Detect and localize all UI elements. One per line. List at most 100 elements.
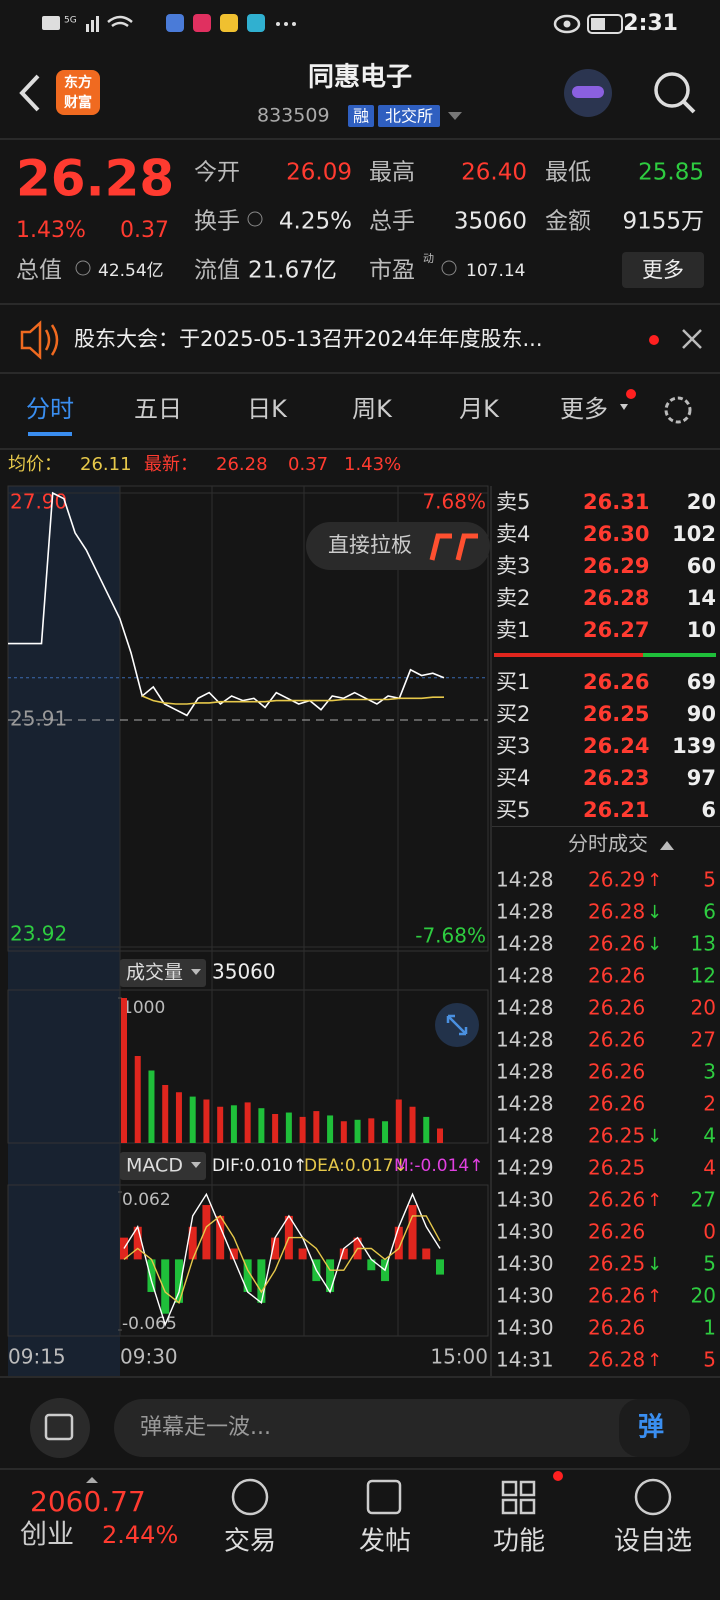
trade-volume: 12 [691, 964, 716, 988]
nav-item[interactable]: 功能 [493, 1527, 545, 1557]
avg-line [141, 695, 444, 705]
app-logo [56, 70, 100, 115]
book-label: 卖2 [496, 586, 530, 610]
trade-time: 14:28 [496, 1124, 554, 1148]
comment-placeholder: 弹幕走一波... [140, 1415, 271, 1440]
trade-price: 26.29 [588, 868, 645, 892]
macd-bar [188, 1226, 197, 1260]
book-label: 卖4 [496, 522, 530, 546]
chart-frame [7, 485, 489, 952]
tab[interactable]: 更多 [560, 395, 608, 423]
logo-text: 东方 [64, 74, 92, 91]
market-tag [378, 105, 440, 127]
volume-bar [423, 1116, 430, 1143]
trade-direction: ↑ [647, 1350, 662, 1371]
volume-bar [368, 1118, 375, 1143]
stat-label: 今开 [194, 160, 240, 186]
trade-volume: 2 [703, 1092, 716, 1116]
macd-bar [298, 1248, 307, 1260]
last-pct: 1.43% [344, 454, 401, 475]
volume-total: 35060 [212, 960, 276, 984]
book-volume: 102 [672, 522, 716, 546]
book-price: 26.29 [583, 554, 649, 578]
trade-volume: 5 [703, 868, 716, 892]
trade-price: 26.26 [588, 1220, 645, 1244]
macd-bar [436, 1259, 444, 1275]
dif-line [123, 1192, 441, 1327]
volume-bar [203, 1099, 210, 1143]
index-change: 2.44% [102, 1521, 178, 1549]
market-tag [348, 105, 374, 127]
volume-bar [189, 1096, 196, 1143]
volume-bar [121, 998, 127, 1143]
macd-bar [422, 1248, 431, 1260]
stat-label: 总值 [16, 258, 62, 284]
trade-volume: 5 [703, 1252, 716, 1276]
trade-volume: 4 [703, 1156, 716, 1180]
tab[interactable]: 月K [459, 395, 500, 423]
chart-frame [7, 1184, 489, 1337]
macd-label: MACD [126, 1155, 183, 1177]
nav-item[interactable]: 发帖 [359, 1527, 411, 1557]
book-price: 26.31 [583, 490, 649, 514]
function-icon [501, 1480, 536, 1515]
search-button[interactable] [654, 72, 690, 108]
stat-value: 42.54亿 [98, 261, 164, 281]
speaker-icon [20, 320, 59, 360]
divider [0, 372, 720, 374]
trade-time: 14:30 [496, 1284, 554, 1308]
divider [0, 448, 720, 450]
nav-item[interactable]: 设自选 [614, 1527, 692, 1557]
close-button[interactable] [682, 329, 702, 349]
right-label: 7.68% [422, 490, 486, 514]
tab[interactable]: 日K [247, 395, 288, 423]
trade-time: 14:28 [496, 900, 554, 924]
tab-underline [28, 432, 72, 436]
book-price: 26.21 [583, 798, 649, 822]
trade-volume: 6 [703, 900, 716, 924]
stat-label: 换手 [194, 209, 240, 235]
tab[interactable]: 分时 [26, 395, 74, 423]
back-button[interactable] [19, 74, 40, 112]
dea-label: DEA:0.017↓ [304, 1156, 408, 1176]
trade-direction: ↑ [647, 1286, 662, 1307]
stat-value: 26.40 [461, 160, 527, 186]
volume-bar [327, 1115, 334, 1143]
book-label: 买2 [496, 702, 530, 726]
macd-bar [243, 1259, 252, 1292]
stat-label: 金额 [545, 209, 591, 235]
trade-price: 26.26 [588, 932, 645, 956]
trade-time: 14:28 [496, 996, 554, 1020]
volume-bar [148, 1070, 155, 1143]
book-volume: 69 [687, 670, 716, 694]
trade-price: 26.26 [588, 1092, 645, 1116]
more-button[interactable] [622, 252, 704, 288]
stat-value: 21.67亿 [248, 258, 337, 284]
book-label: 买5 [496, 798, 530, 822]
book-label: 买1 [496, 670, 530, 694]
trade-direction: ↑ [647, 870, 662, 891]
premarket-shade [8, 486, 120, 1376]
macd-selector[interactable] [120, 1152, 206, 1180]
trade-direction: ↓ [647, 1254, 662, 1275]
settings-button[interactable] [664, 396, 692, 424]
trade-time: 14:28 [496, 1060, 554, 1084]
macd-bar [394, 1226, 403, 1260]
dea-line [123, 1214, 441, 1304]
comment-input[interactable] [114, 1399, 690, 1457]
nav-item[interactable]: 交易 [224, 1527, 276, 1557]
trade-volume: 1 [703, 1316, 716, 1340]
volume-selector[interactable] [120, 959, 206, 987]
volume-bar [313, 1111, 320, 1143]
volume-bar [437, 1128, 443, 1143]
book-label: 买4 [496, 766, 530, 790]
comment-settings[interactable] [30, 1398, 90, 1458]
tab[interactable]: 五日 [134, 395, 182, 423]
y-tick-label: 23.92 [10, 922, 67, 946]
time-label: 09:15 [8, 1345, 66, 1369]
stat-value: 26.09 [286, 160, 352, 186]
search-button [682, 100, 696, 114]
danmaku-button[interactable] [619, 1399, 690, 1457]
tab[interactable]: 周K [352, 395, 393, 423]
trades-arrow [660, 841, 674, 850]
